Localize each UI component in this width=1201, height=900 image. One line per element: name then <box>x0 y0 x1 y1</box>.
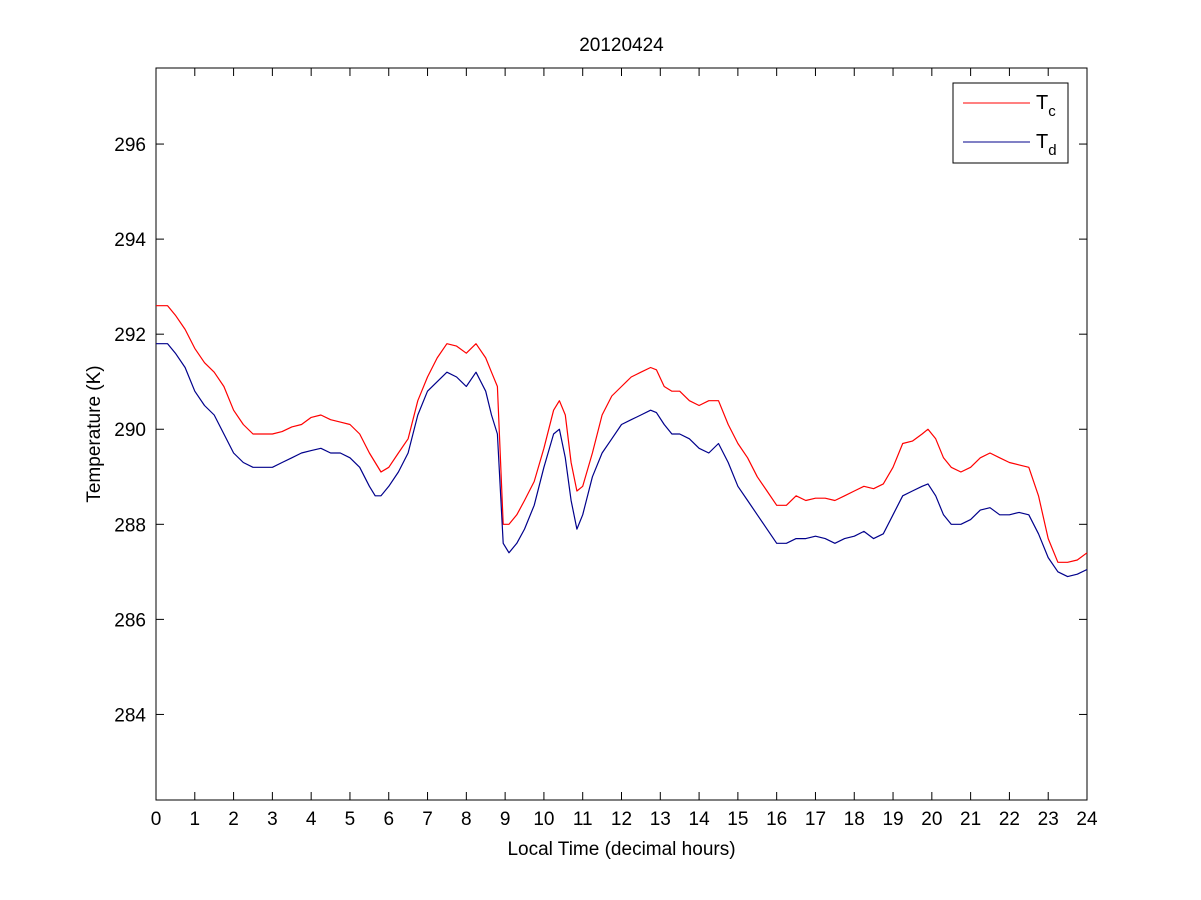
legend-label-td-sub: d <box>1048 142 1056 159</box>
x-tick-label: 19 <box>882 809 903 830</box>
x-tick-label: 5 <box>345 809 356 830</box>
x-tick-label: 1 <box>190 809 201 830</box>
x-tick-label: 8 <box>461 809 472 830</box>
series-line-td <box>156 343 1088 578</box>
y-tick-label: 284 <box>114 705 146 726</box>
legend-box <box>952 82 1069 164</box>
chart-title: 20120424 <box>579 35 664 56</box>
x-tick-label: 6 <box>383 809 394 830</box>
x-tick-label: 15 <box>727 809 748 830</box>
x-tick-label: 2 <box>228 809 239 830</box>
x-tick-label: 20 <box>921 809 942 830</box>
x-tick-label: 0 <box>151 809 162 830</box>
x-tick-label: 13 <box>650 809 671 830</box>
x-tick-label: 3 <box>267 809 278 830</box>
x-tick-label: 21 <box>960 809 981 830</box>
x-tick-label: 14 <box>689 809 711 830</box>
y-tick-label: 296 <box>114 135 146 156</box>
x-tick-label: 4 <box>306 809 317 830</box>
x-tick-label: 18 <box>844 809 865 830</box>
y-tick-label: 288 <box>114 515 146 536</box>
legend-label-tc-sub: c <box>1048 103 1056 120</box>
x-tick-label: 12 <box>611 809 632 830</box>
legend-label-td: Td <box>1036 131 1057 159</box>
y-tick-label: 294 <box>114 230 146 251</box>
series-line-tc <box>156 305 1088 563</box>
legend-label-tc: Tc <box>1036 92 1056 120</box>
plot-area <box>155 67 1088 801</box>
x-tick-label: 10 <box>533 809 554 830</box>
x-tick-label: 22 <box>999 809 1020 830</box>
x-tick-label: 11 <box>573 809 593 830</box>
x-tick-label: 17 <box>805 809 826 830</box>
y-tick-label: 292 <box>114 325 146 346</box>
y-axis-title: Temperature (K) <box>84 365 105 502</box>
legend-label-td-main: T <box>1036 131 1048 153</box>
ticks-layer: 0 1 2 3 4 5 6 7 8 9 10 11 12 13 14 15 16 17 18 19 20 21 22 23 24… <box>114 68 1098 830</box>
series-layer <box>156 305 1088 578</box>
x-tick-label: 16 <box>766 809 787 830</box>
x-tick-label: 23 <box>1038 809 1059 830</box>
x-tick-label: 24 <box>1076 809 1098 830</box>
x-axis-title: Local Time (decimal hours) <box>507 839 735 860</box>
x-tick-label: 9 <box>500 809 511 830</box>
legend-label-tc-main: T <box>1036 92 1048 114</box>
x-tick-label: 7 <box>422 809 433 830</box>
y-tick-label: 286 <box>114 610 146 631</box>
legend: Tc Td <box>952 82 1069 164</box>
y-tick-label: 290 <box>114 420 146 441</box>
